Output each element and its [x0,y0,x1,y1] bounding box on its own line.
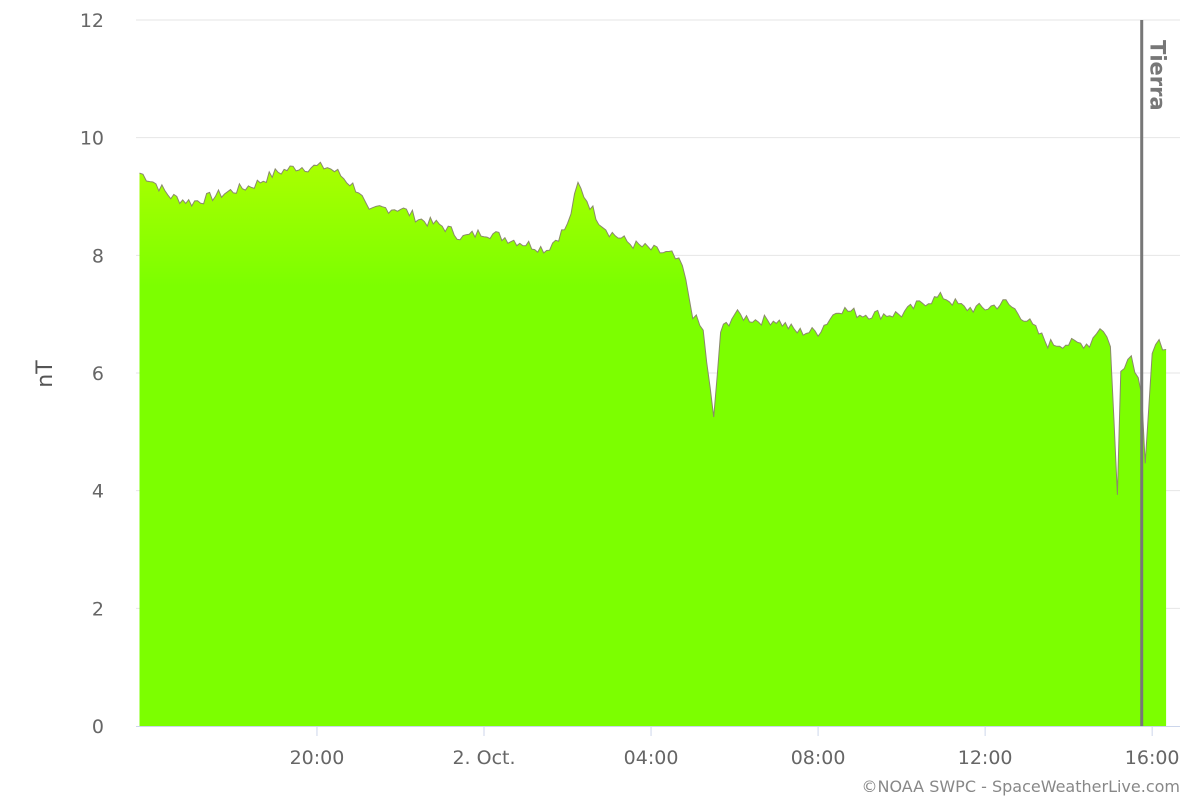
y-tick-labels: 0 2 4 6 8 10 12 [80,10,104,738]
y-tick-label: 6 [92,363,104,385]
x-tick-label: 12:00 [958,747,1013,769]
x-tick-labels: 20:00 2. Oct. 04:00 08:00 12:00 16:00 [290,726,1180,769]
y-tick-label: 0 [92,716,104,738]
x-tick-label: 16:00 [1125,747,1180,769]
y-tick-label: 4 [92,481,104,503]
x-tick-label: 08:00 [791,747,846,769]
earth-marker: Tierra [1140,20,1170,726]
y-axis-label: nT [33,360,58,388]
x-tick-label: 04:00 [624,747,679,769]
x-tick-label: 2. Oct. [452,747,515,769]
y-tick-label: 10 [80,128,104,150]
earth-marker-label: Tierra [1146,40,1170,111]
area-series [139,162,1167,727]
credits-text[interactable]: ©NOAA SWPC - SpaceWeatherLive.com [862,777,1181,796]
x-tick-label: 20:00 [290,747,345,769]
y-tick-label: 12 [80,10,104,32]
y-tick-label: 2 [92,598,104,620]
y-tick-label: 8 [92,245,104,267]
series-line [139,161,1167,495]
